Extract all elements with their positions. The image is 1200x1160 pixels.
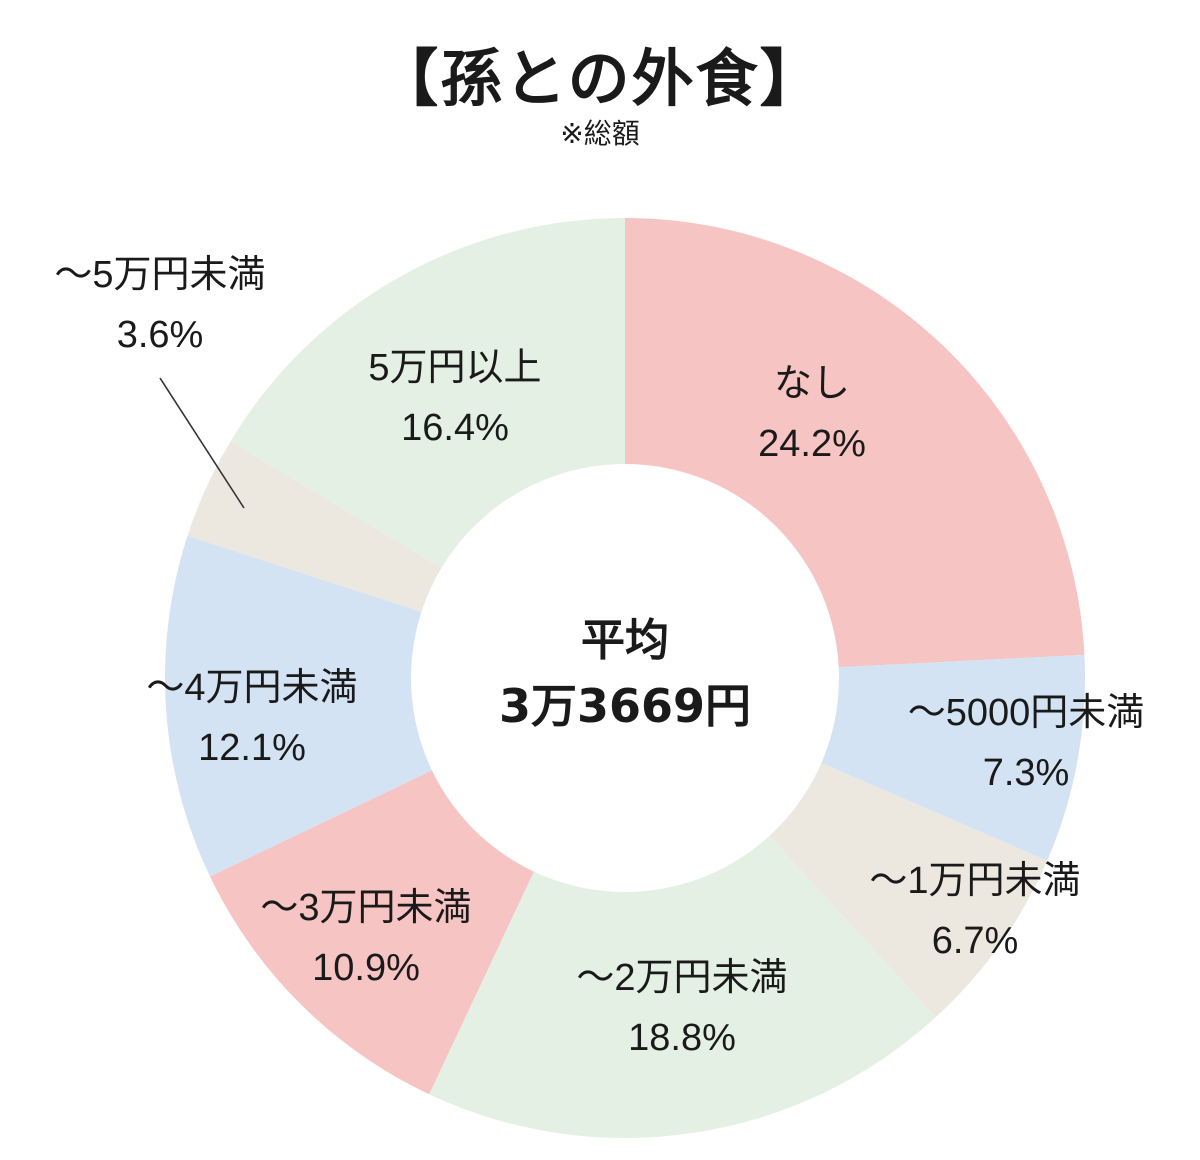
labels-group: なし 24.2% ～5000円未満 7.3% ～1万円未満 6.7% ～2万円未満 18.8%… (54, 254, 1144, 1059)
slice-label-1: ～5000円未満 (908, 692, 1145, 734)
slice-3 (429, 678, 936, 1138)
slice-label-7: 5万円以上 (368, 347, 541, 389)
donut-hole (411, 464, 839, 892)
leader-line (159, 377, 245, 509)
chart-subtitle: ※総額 (560, 117, 640, 150)
slice-label-4: ～3万円未満 (260, 887, 471, 929)
chart-title: 【孫との外食】 (376, 42, 824, 115)
slice-label-5: ～4万円未満 (146, 667, 357, 709)
slice-label-6: ～5万円未満 (54, 254, 265, 296)
slice-value-label-0: 24.2% (758, 423, 866, 465)
slice-value-label-3: 18.8% (628, 1017, 736, 1059)
slice-5 (164, 535, 625, 877)
slice-label-3: ～2万円未満 (576, 957, 787, 999)
center-label-value: 3万3669円 (499, 679, 751, 733)
slice-value-label-5: 12.1% (198, 727, 306, 769)
slice-value-label-4: 10.9% (312, 947, 420, 989)
slice-value-label-6: 3.6% (117, 314, 204, 356)
slice-value-label-2: 6.7% (932, 920, 1019, 962)
slice-value-label-1: 7.3% (983, 752, 1070, 794)
slice-value-label-7: 16.4% (401, 407, 509, 449)
center-label-average: 平均 (581, 615, 669, 666)
slice-label-2: ～1万円未満 (869, 860, 1080, 902)
slice-label-0: なし (774, 363, 850, 405)
